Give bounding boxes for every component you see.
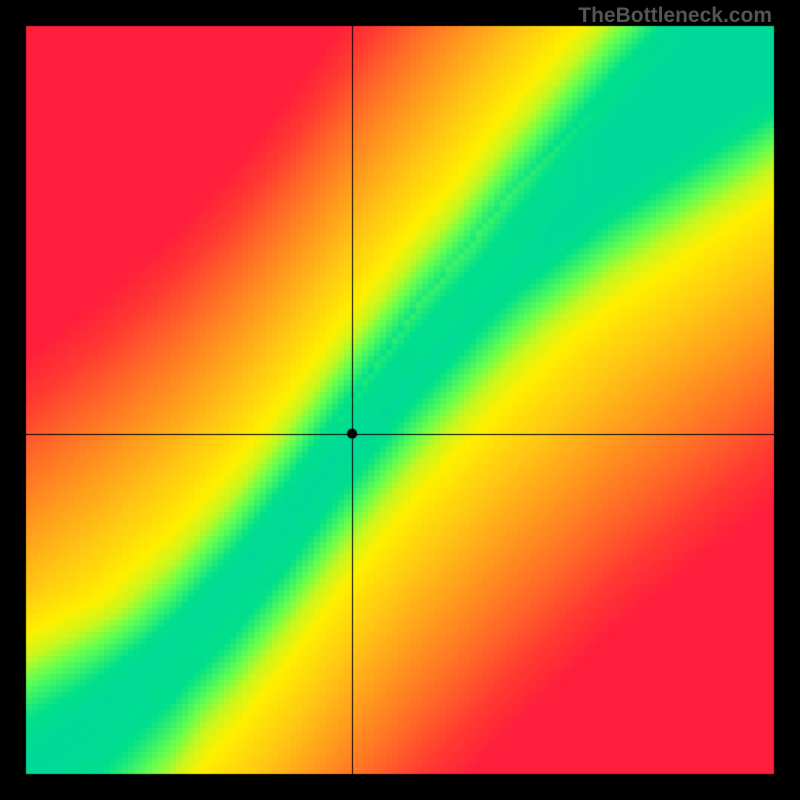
watermark-text: TheBottleneck.com: [578, 4, 772, 28]
chart-container: TheBottleneck.com: [0, 0, 800, 800]
bottleneck-heatmap: [0, 0, 800, 800]
